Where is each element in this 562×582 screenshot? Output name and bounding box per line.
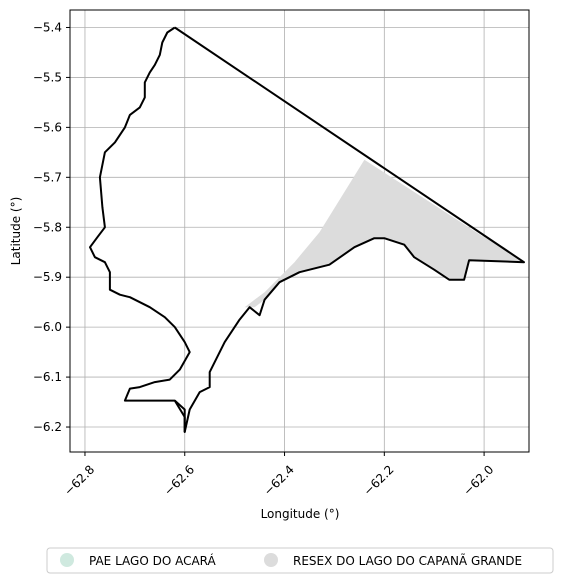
boundary-outline — [89, 26, 525, 433]
x-axis-label: Longitude (°) — [261, 507, 340, 521]
y-tick-label: −5.9 — [33, 270, 62, 284]
y-tick-label: −5.4 — [33, 20, 62, 34]
y-tick-label: −5.5 — [33, 70, 62, 84]
grid-lines — [70, 10, 529, 452]
legend-label-pae: PAE LAGO DO ACARÁ — [89, 553, 217, 568]
legend-marker-resex — [264, 553, 278, 567]
legend: PAE LAGO DO ACARÁ RESEX DO LAGO DO CAPAN… — [46, 547, 554, 574]
legend-label-resex: RESEX DO LAGO DO CAPANÃ GRANDE — [293, 553, 522, 568]
y-tick-label: −5.8 — [33, 220, 62, 234]
resex-shaded-area — [244, 159, 524, 308]
y-axis-label: Latitude (°) — [9, 197, 23, 266]
y-ticks: −5.4 −5.5 −5.6 −5.7 −5.8 −5.9 −6.0 −6.1 −6.2 — [33, 20, 70, 434]
y-tick-label: −5.7 — [33, 170, 62, 184]
x-tick-label: −62.6 — [161, 462, 197, 498]
plot-frame — [69, 9, 530, 453]
boundary-spur — [174, 399, 186, 432]
y-tick-label: −5.6 — [33, 120, 62, 134]
legend-marker-pae — [60, 553, 74, 567]
y-tick-label: −6.1 — [33, 370, 62, 384]
legend-box — [46, 547, 554, 574]
y-tick-label: −6.0 — [33, 320, 62, 334]
x-tick-label: −62.4 — [261, 462, 297, 498]
x-tick-label: −62.0 — [461, 462, 497, 498]
x-tick-label: −62.2 — [361, 462, 397, 498]
x-tick-label: −62.8 — [61, 462, 97, 498]
y-tick-label: −6.2 — [33, 420, 62, 434]
x-ticks: −62.8 −62.6 −62.4 −62.2 −62.0 — [61, 452, 496, 498]
